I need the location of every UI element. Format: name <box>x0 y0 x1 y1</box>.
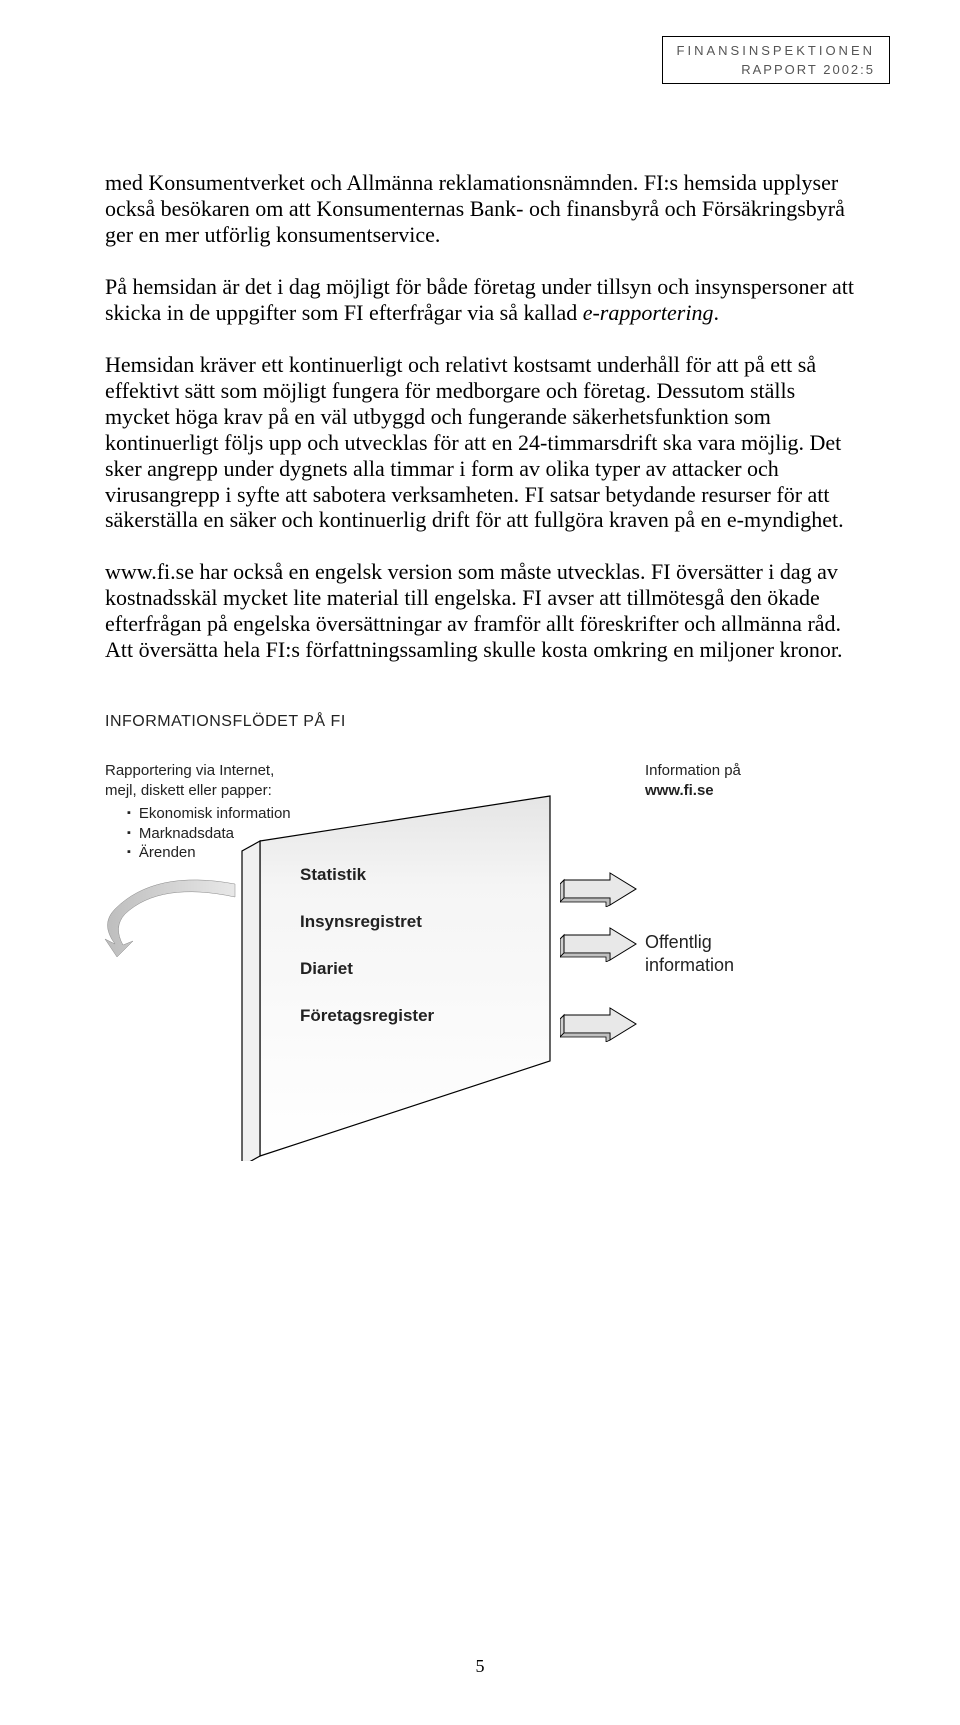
arrow-icon <box>560 926 640 962</box>
offentlig-line1: Offentlig <box>645 931 734 954</box>
arrow-icon <box>560 1006 640 1042</box>
mid-label: Diariet <box>300 960 434 977</box>
body-content: med Konsumentverket och Allmänna reklama… <box>105 170 865 1201</box>
header-box: FINANSINSPEKTIONEN RAPPORT 2002:5 <box>662 36 890 84</box>
mid-label: Statistik <box>300 866 434 883</box>
offentlig-block: Offentlig information <box>645 931 734 976</box>
reporting-line1: Rapportering via Internet, <box>105 761 365 781</box>
p2-em: e-rapportering <box>583 300 714 325</box>
header-line2: RAPPORT 2002:5 <box>677 62 875 77</box>
info-line2: www.fi.se <box>645 781 741 801</box>
p2-text-b: . <box>713 300 719 325</box>
paragraph-3: Hemsidan kräver ett kontinuerligt och re… <box>105 352 865 534</box>
mid-label: Insynsregistret <box>300 913 434 930</box>
p2-text-a: På hemsidan är det i dag möjligt för båd… <box>105 274 854 325</box>
curve-arrow-icon <box>95 869 245 959</box>
paragraph-1: med Konsumentverket och Allmänna reklama… <box>105 170 865 248</box>
diagram-title: INFORMATIONSFLÖDET PÅ FI <box>105 713 865 731</box>
header-line1: FINANSINSPEKTIONEN <box>677 43 875 58</box>
arrow-icon <box>560 871 640 907</box>
info-right: Information på www.fi.se <box>645 761 741 800</box>
offentlig-line2: information <box>645 954 734 977</box>
paragraph-2: På hemsidan är det i dag möjligt för båd… <box>105 274 865 326</box>
paragraph-4: www.fi.se har också en engelsk version s… <box>105 559 865 663</box>
page-number: 5 <box>0 1656 960 1677</box>
mid-labels: Statistik Insynsregistret Diariet Företa… <box>300 866 434 1054</box>
mid-label: Företagsregister <box>300 1007 434 1024</box>
info-line1: Information på <box>645 761 741 781</box>
flow-diagram: Rapportering via Internet, mejl, diskett… <box>105 761 905 1201</box>
